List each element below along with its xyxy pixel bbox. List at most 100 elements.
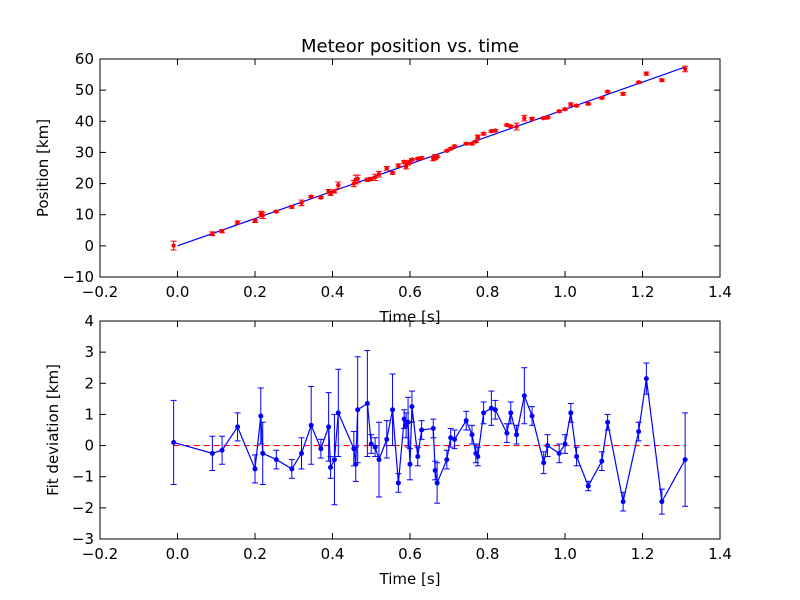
- data-point: [336, 182, 341, 188]
- chart-title: Meteor position vs. time: [301, 36, 519, 57]
- data-point: [556, 109, 562, 114]
- data-point: [396, 163, 401, 168]
- data-point: [409, 157, 415, 162]
- x-tick-label: 0.8: [476, 283, 500, 301]
- data-point: [235, 220, 240, 225]
- data-point: [585, 483, 591, 489]
- y-tick-label: 3: [84, 343, 94, 361]
- x-tick-label: 1.2: [631, 283, 655, 301]
- data-point: [409, 404, 415, 410]
- data-point: [401, 416, 407, 422]
- x-tick-label: 0.6: [398, 283, 422, 301]
- data-point: [514, 124, 519, 129]
- data-point: [644, 71, 649, 76]
- x-tick-label: 0.0: [166, 545, 190, 563]
- data-point: [568, 102, 574, 107]
- x-axis-label: Time [s]: [379, 570, 441, 588]
- data-point: [682, 66, 688, 72]
- position-chart: Meteor position vs. time Time [s] Positi…: [34, 36, 732, 326]
- data-point: [419, 155, 424, 161]
- data-point: [260, 213, 265, 218]
- data-point: [415, 453, 421, 459]
- x-tick-label: 0.0: [166, 283, 190, 301]
- y-tick-label: 30: [75, 143, 94, 161]
- y-tick-label: 0: [84, 437, 94, 455]
- data-point: [235, 424, 241, 430]
- x-tick-label: 0.4: [321, 545, 345, 563]
- data-point: [448, 435, 454, 441]
- data-point: [351, 446, 357, 452]
- data-point: [508, 410, 514, 416]
- data-point: [643, 376, 649, 382]
- data-point: [299, 200, 304, 206]
- data-point: [432, 467, 438, 473]
- x-tick-label: 0.6: [398, 545, 422, 563]
- y-tick-label: 40: [75, 112, 94, 130]
- deviation-chart: Time [s] Fit deviation [km] −0.2 0.0 0.2 0.…: [44, 312, 732, 588]
- y-axis-label: Position [km]: [34, 119, 52, 217]
- data-point: [488, 405, 494, 411]
- data-point: [568, 410, 574, 416]
- data-point: [318, 446, 324, 452]
- data-point: [659, 499, 665, 505]
- data-point: [365, 177, 370, 183]
- x-tick-label: 1.2: [631, 545, 655, 563]
- data-point: [605, 419, 611, 425]
- data-point: [308, 194, 314, 199]
- data-point: [260, 450, 266, 456]
- data-point: [508, 124, 513, 129]
- data-point: [326, 424, 332, 430]
- data-point: [529, 413, 535, 419]
- y-tick-label: 1: [84, 405, 94, 423]
- data-point: [308, 422, 314, 428]
- y-tick-label: −3: [72, 530, 94, 548]
- data-point: [171, 243, 176, 248]
- data-point: [452, 144, 457, 149]
- data-point: [574, 103, 579, 108]
- y-tick-label: −10: [62, 268, 94, 286]
- data-point: [599, 458, 605, 464]
- data-point: [452, 436, 458, 442]
- data-point: [209, 450, 215, 456]
- data-point: [620, 91, 626, 97]
- data-point: [219, 229, 225, 234]
- x-tick-label: −0.2: [82, 283, 118, 301]
- data-point: [545, 443, 551, 449]
- data-point: [171, 439, 177, 445]
- data-point: [636, 80, 641, 85]
- x-tick-label: −0.2: [82, 545, 118, 563]
- data-point: [682, 457, 688, 463]
- data-point: [562, 441, 568, 447]
- data-point: [390, 407, 396, 413]
- data-point: [372, 175, 378, 180]
- y-tick-label: 2: [84, 374, 94, 392]
- data-point: [219, 447, 225, 453]
- data-point: [556, 450, 562, 456]
- data-point: [475, 453, 481, 459]
- data-point: [364, 401, 370, 407]
- data-point: [514, 432, 520, 438]
- data-point: [289, 466, 295, 472]
- data-point: [521, 393, 527, 399]
- data-point: [659, 77, 665, 83]
- y-tick-label: 20: [75, 175, 94, 193]
- y-tick-label: −1: [72, 468, 94, 486]
- data-point: [529, 116, 535, 121]
- plot-frame: [99, 58, 721, 278]
- data-point: [586, 101, 591, 107]
- data-point: [493, 128, 498, 133]
- data-point: [384, 436, 390, 442]
- plot-frame: [99, 320, 721, 540]
- y-tick-label: 0: [84, 237, 94, 255]
- x-tick-label: 0.2: [243, 283, 267, 301]
- data-point: [407, 461, 413, 467]
- data-point: [481, 410, 487, 416]
- data-point: [430, 425, 436, 431]
- data-point: [473, 139, 479, 144]
- data-point: [376, 457, 382, 463]
- data-point: [328, 464, 334, 470]
- data-point: [401, 159, 407, 164]
- data-point: [210, 231, 215, 236]
- x-tick-label: 1.0: [553, 545, 577, 563]
